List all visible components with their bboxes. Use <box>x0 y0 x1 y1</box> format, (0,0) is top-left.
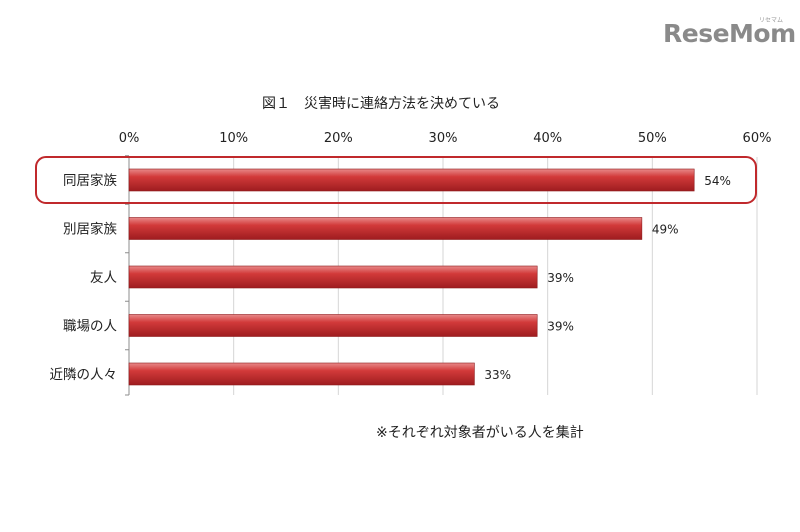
x-tick-label: 30% <box>429 131 458 146</box>
bar <box>128 362 475 386</box>
x-tick-label: 0% <box>119 131 140 146</box>
x-tick-label: 50% <box>638 131 667 146</box>
data-label: 39% <box>547 271 574 285</box>
x-axis-ticks: 0% 10% 20% 30% 40% 50% 60% <box>119 131 772 146</box>
bar <box>128 314 538 337</box>
data-label: 54% <box>704 174 731 188</box>
value-labels: 54% 49% 39% 39% 33% <box>484 174 730 382</box>
data-label: 39% <box>547 320 574 334</box>
category-label: 同居家族 <box>63 172 117 189</box>
chart-title: 図１ 災害時に連絡方法を決めている <box>262 96 500 112</box>
x-tick-label: 60% <box>743 131 772 146</box>
category-label: 近隣の人々 <box>50 367 118 383</box>
category-label: 友人 <box>90 270 117 286</box>
bar <box>128 265 538 289</box>
highlight-frame <box>35 156 757 204</box>
y-axis <box>125 155 130 396</box>
highlight-box <box>35 156 757 204</box>
logo-subtext: リセマム <box>759 17 783 24</box>
x-tick-label: 10% <box>219 131 248 146</box>
data-label: 33% <box>484 368 511 382</box>
bars <box>128 168 695 386</box>
data-label: 49% <box>652 223 679 237</box>
logo-text: ReseMom <box>663 19 796 48</box>
category-label: 職場の人 <box>63 319 117 335</box>
bar <box>128 168 695 192</box>
bar <box>128 217 643 240</box>
footnote: ※それぞれ対象者がいる人を集計 <box>376 424 584 441</box>
x-tick-label: 40% <box>533 131 562 146</box>
resemom-logo: ReseMom リセマム <box>663 17 796 48</box>
category-label: 別居家族 <box>63 221 117 238</box>
x-tick-label: 20% <box>324 131 353 146</box>
